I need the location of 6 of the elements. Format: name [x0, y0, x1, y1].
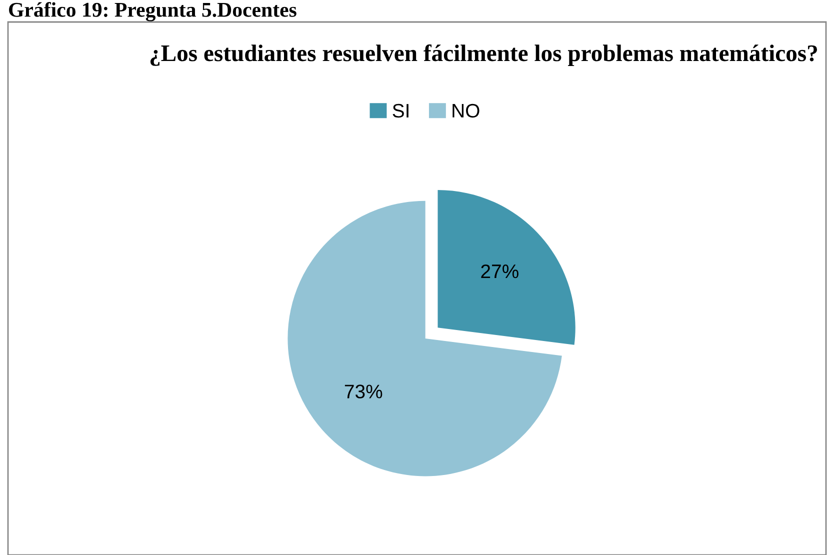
text: Gráfico 19: Pregunta 5.Docentes	[9, 2, 296, 22]
chart-title: ¿Los estudiantes resuelven fácilmente los problemas matemáticos?	[150, 44, 817, 66]
legend-label: SI	[392, 104, 408, 118]
data-label: 27%	[481, 264, 518, 278]
data-label: 73%	[344, 384, 382, 398]
legend-label: NO	[452, 104, 480, 118]
